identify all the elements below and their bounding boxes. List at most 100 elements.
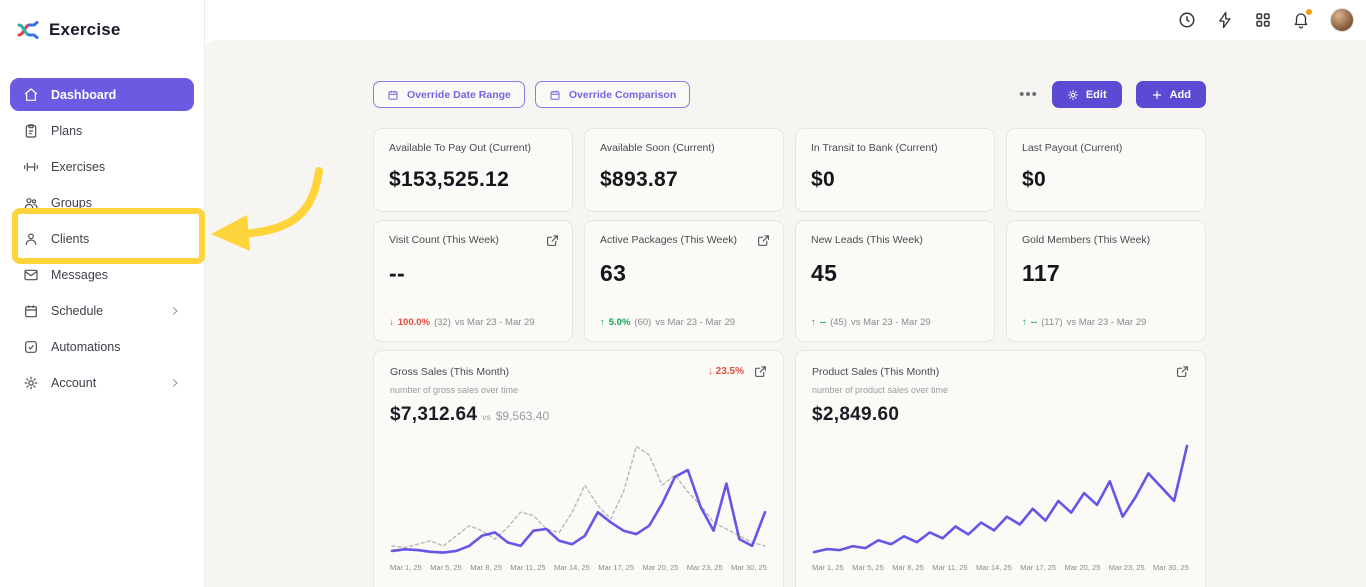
metric-card-gold-members: Gold Members (This Week) 117 ↑ -- (117) … (1006, 220, 1206, 342)
x-tick-label: Mar 11, 25 (510, 563, 546, 572)
envelope-icon (23, 267, 39, 283)
quick-actions-icon[interactable] (1216, 11, 1234, 29)
sidebar-item-messages[interactable]: Messages (10, 258, 194, 291)
home-icon (23, 87, 39, 103)
sidebar: Exercise Dashboard Plans Exercises Group… (0, 0, 205, 587)
x-tick-label: Mar 5, 25 (430, 563, 462, 572)
card-value: $893.87 (600, 168, 679, 191)
metric-cards-row: Visit Count (This Week) -- ↓ 100.0% (32)… (373, 220, 1206, 342)
trend-arrow-icon: ↑ (811, 317, 816, 328)
user-avatar[interactable] (1330, 8, 1354, 32)
people-icon (23, 195, 39, 211)
sidebar-item-plans[interactable]: Plans (10, 114, 194, 147)
sidebar-item-account[interactable]: Account (10, 366, 194, 399)
trend-count: (117) (1041, 317, 1063, 328)
sidebar-item-label: Exercises (51, 159, 106, 174)
chart-vs-label: vs (482, 412, 491, 422)
chart-value: $2,849.60 (812, 404, 900, 425)
chart-cards-row: Gross Sales (This Month) ↓ 23.5% number … (373, 350, 1206, 587)
trend-percent: -- (819, 317, 827, 328)
stat-card-available-to-pay-out: Available To Pay Out (Current) $153,525.… (373, 128, 573, 212)
trend-arrow-icon: ↓ (389, 317, 394, 328)
card-title: Available Soon (Current) (600, 142, 715, 154)
history-icon[interactable] (1178, 11, 1196, 29)
external-link-icon[interactable] (546, 234, 559, 247)
x-axis-ticks: Mar 1, 25 Mar 5, 25 Mar 8, 25 Mar 11, 25 Mar… (390, 563, 767, 572)
stat-cards-row: Available To Pay Out (Current) $153,525.… (373, 128, 1206, 212)
x-tick-label: Mar 20, 25 (642, 563, 679, 572)
card-value: $153,525.12 (389, 168, 510, 191)
calendar-icon (388, 90, 398, 100)
card-title: Available To Pay Out (Current) (389, 142, 532, 154)
chart-card-gross-sales: Gross Sales (This Month) ↓ 23.5% number … (373, 350, 784, 587)
calendar-icon (550, 90, 560, 100)
app-logo[interactable]: Exercise (0, 0, 204, 52)
x-tick-label: Mar 11, 25 (932, 563, 968, 572)
sidebar-item-label: Automations (51, 339, 121, 354)
sidebar-item-label: Plans (51, 123, 83, 138)
sidebar-item-schedule[interactable]: Schedule (10, 294, 194, 327)
stat-card-last-payout: Last Payout (Current) $0 (1006, 128, 1206, 212)
clipboard-icon (23, 123, 39, 139)
apps-grid-icon[interactable] (1254, 11, 1272, 29)
x-tick-label: Mar 23, 25 (1108, 563, 1145, 572)
product-sales-line-chart (812, 432, 1189, 560)
x-tick-label: Mar 14, 25 (975, 563, 1012, 572)
card-value: $0 (811, 168, 835, 191)
sidebar-item-automations[interactable]: Automations (10, 330, 194, 363)
external-link-icon[interactable] (754, 365, 767, 378)
x-tick-label: Mar 14, 25 (553, 563, 590, 572)
trend-vs-range: vs Mar 23 - Mar 29 (850, 317, 931, 328)
calendar-icon (23, 303, 39, 319)
check-square-icon (23, 339, 39, 355)
card-value: 117 (1022, 260, 1061, 286)
trend-percent: -- (1030, 317, 1038, 328)
sidebar-item-label: Clients (51, 231, 90, 246)
card-title: Gold Members (This Week) (1022, 234, 1151, 246)
external-link-icon[interactable] (1176, 365, 1189, 378)
chevron-right-icon (169, 377, 181, 389)
metric-trend: ↑ -- (45) vs Mar 23 - Mar 29 (811, 317, 979, 328)
x-tick-label: Mar 17, 25 (1020, 563, 1057, 572)
sidebar-item-label: Account (51, 375, 97, 390)
trend-percent: 5.0% (608, 317, 631, 328)
card-title: In Transit to Bank (Current) (811, 142, 938, 154)
x-tick-label: Mar 20, 25 (1064, 563, 1101, 572)
trend-count: (32) (433, 317, 451, 328)
metric-card-visit-count: Visit Count (This Week) -- ↓ 100.0% (32)… (373, 220, 573, 342)
metric-trend: ↓ 100.0% (32) vs Mar 23 - Mar 29 (389, 317, 557, 328)
sidebar-item-clients[interactable]: Clients (10, 222, 194, 255)
x-tick-label: Mar 17, 25 (598, 563, 635, 572)
metric-trend: ↑ 5.0% (60) vs Mar 23 - Mar 29 (600, 317, 768, 328)
card-value: 45 (811, 260, 838, 286)
card-title: Active Packages (This Week) (600, 234, 737, 246)
sidebar-item-label: Groups (51, 195, 92, 210)
sidebar-item-dashboard[interactable]: Dashboard (10, 78, 194, 111)
notification-dot (1306, 9, 1312, 15)
trend-vs-range: vs Mar 23 - Mar 29 (454, 317, 535, 328)
add-button[interactable]: Add (1135, 81, 1206, 108)
card-value: -- (389, 260, 405, 286)
plus-icon (1152, 90, 1161, 99)
override-date-range-button[interactable]: Override Date Range (373, 81, 525, 108)
x-tick-label: Mar 23, 25 (686, 563, 723, 572)
chart-subtitle: number of product sales over time (812, 385, 949, 395)
gear-icon (23, 375, 39, 391)
x-tick-label: Mar 1, 25 (390, 563, 422, 572)
external-link-icon[interactable] (757, 234, 770, 247)
metric-trend: ↑ -- (117) vs Mar 23 - Mar 29 (1022, 317, 1190, 328)
sidebar-item-label: Messages (51, 267, 108, 282)
sidebar-item-groups[interactable]: Groups (10, 186, 194, 219)
metric-card-active-packages: Active Packages (This Week) 63 ↑ 5.0% (6… (584, 220, 784, 342)
x-tick-label: Mar 30, 25 (1153, 563, 1189, 572)
topbar (205, 0, 1366, 40)
override-comparison-button[interactable]: Override Comparison (534, 81, 691, 108)
x-tick-label: Mar 30, 25 (731, 563, 767, 572)
edit-button[interactable]: Edit (1051, 81, 1122, 108)
more-options-button[interactable]: ••• (1019, 86, 1038, 103)
notifications-bell-icon[interactable] (1292, 9, 1312, 29)
trend-count: (45) (830, 317, 847, 328)
x-tick-label: Mar 8, 25 (892, 563, 924, 572)
sidebar-item-label: Schedule (51, 303, 104, 318)
sidebar-item-exercises[interactable]: Exercises (10, 150, 194, 183)
